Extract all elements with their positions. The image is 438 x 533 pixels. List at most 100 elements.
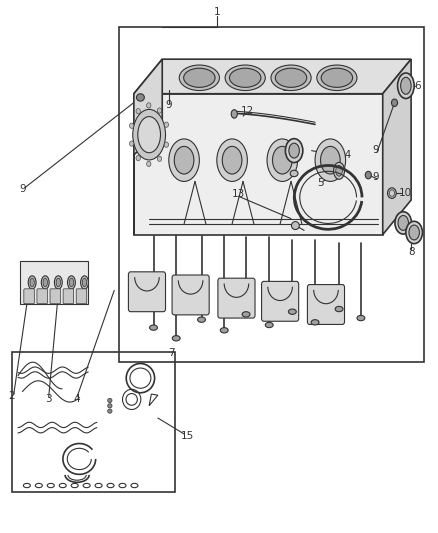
Ellipse shape (242, 312, 250, 317)
Text: 3: 3 (46, 394, 52, 405)
Ellipse shape (147, 103, 151, 108)
Text: 12: 12 (241, 106, 254, 116)
FancyBboxPatch shape (261, 281, 299, 321)
Text: 6: 6 (414, 81, 421, 91)
Ellipse shape (30, 278, 34, 287)
FancyBboxPatch shape (172, 275, 209, 315)
Ellipse shape (409, 225, 420, 240)
Ellipse shape (389, 190, 395, 196)
Ellipse shape (28, 276, 36, 289)
Ellipse shape (290, 170, 298, 176)
Polygon shape (134, 94, 383, 235)
Ellipse shape (108, 398, 112, 402)
Text: 9: 9 (166, 100, 172, 110)
Ellipse shape (41, 276, 49, 289)
Ellipse shape (220, 328, 228, 333)
Text: 4: 4 (74, 394, 81, 405)
FancyBboxPatch shape (307, 285, 345, 325)
Ellipse shape (357, 316, 365, 321)
FancyBboxPatch shape (128, 272, 166, 312)
Ellipse shape (184, 68, 215, 87)
Ellipse shape (276, 68, 307, 87)
Ellipse shape (217, 139, 247, 181)
Text: 7: 7 (168, 348, 174, 358)
Text: 8: 8 (408, 247, 414, 256)
Ellipse shape (222, 147, 242, 174)
Ellipse shape (291, 222, 299, 230)
FancyBboxPatch shape (63, 289, 74, 304)
Polygon shape (134, 59, 411, 94)
Ellipse shape (315, 139, 346, 181)
FancyBboxPatch shape (76, 289, 87, 304)
Ellipse shape (67, 276, 75, 289)
Ellipse shape (230, 68, 261, 87)
Ellipse shape (321, 68, 353, 87)
FancyBboxPatch shape (218, 278, 255, 318)
Ellipse shape (398, 73, 414, 99)
Ellipse shape (136, 156, 140, 161)
Ellipse shape (172, 336, 180, 341)
Ellipse shape (317, 65, 357, 91)
Text: 9: 9 (372, 144, 378, 155)
Ellipse shape (336, 165, 343, 176)
Text: 10: 10 (399, 188, 412, 198)
Ellipse shape (272, 147, 292, 174)
Ellipse shape (164, 142, 169, 147)
Ellipse shape (311, 320, 319, 325)
Ellipse shape (289, 143, 299, 158)
Ellipse shape (43, 278, 47, 287)
Ellipse shape (56, 278, 60, 287)
Ellipse shape (286, 139, 303, 163)
Text: 11: 11 (281, 83, 295, 93)
Text: 14: 14 (339, 150, 352, 160)
Ellipse shape (198, 317, 205, 322)
Ellipse shape (138, 117, 160, 153)
Polygon shape (383, 59, 411, 235)
Polygon shape (134, 59, 162, 235)
Ellipse shape (108, 403, 112, 408)
FancyBboxPatch shape (37, 289, 47, 304)
Ellipse shape (169, 139, 199, 181)
Ellipse shape (157, 108, 162, 113)
Ellipse shape (288, 309, 296, 314)
Ellipse shape (147, 161, 151, 166)
FancyBboxPatch shape (24, 289, 34, 304)
Ellipse shape (174, 147, 194, 174)
Text: 5: 5 (317, 178, 324, 188)
Bar (20, 261, 88, 304)
Bar (119, 27, 424, 362)
Ellipse shape (130, 123, 134, 128)
Ellipse shape (164, 122, 169, 127)
Text: 15: 15 (181, 431, 194, 441)
Ellipse shape (108, 409, 112, 413)
Ellipse shape (137, 94, 145, 101)
Ellipse shape (271, 65, 311, 91)
Ellipse shape (401, 77, 411, 94)
Ellipse shape (225, 65, 265, 91)
Text: 13: 13 (232, 189, 245, 199)
Bar (12, 352, 175, 492)
Text: 9: 9 (19, 184, 26, 195)
Ellipse shape (335, 306, 343, 312)
Ellipse shape (69, 278, 74, 287)
Text: 9: 9 (372, 172, 378, 182)
Ellipse shape (398, 215, 409, 230)
Ellipse shape (365, 171, 371, 179)
Ellipse shape (392, 99, 398, 107)
Ellipse shape (406, 221, 423, 244)
Ellipse shape (388, 188, 396, 198)
Text: 1: 1 (213, 7, 220, 18)
Ellipse shape (130, 141, 134, 146)
Ellipse shape (157, 156, 162, 161)
Ellipse shape (136, 109, 140, 114)
Ellipse shape (334, 163, 345, 179)
Ellipse shape (321, 147, 340, 174)
Ellipse shape (267, 139, 297, 181)
Ellipse shape (150, 325, 157, 330)
FancyBboxPatch shape (50, 289, 60, 304)
Ellipse shape (395, 212, 412, 234)
Text: 2: 2 (8, 391, 15, 401)
Ellipse shape (82, 278, 87, 287)
Ellipse shape (265, 322, 273, 328)
Ellipse shape (81, 276, 88, 289)
